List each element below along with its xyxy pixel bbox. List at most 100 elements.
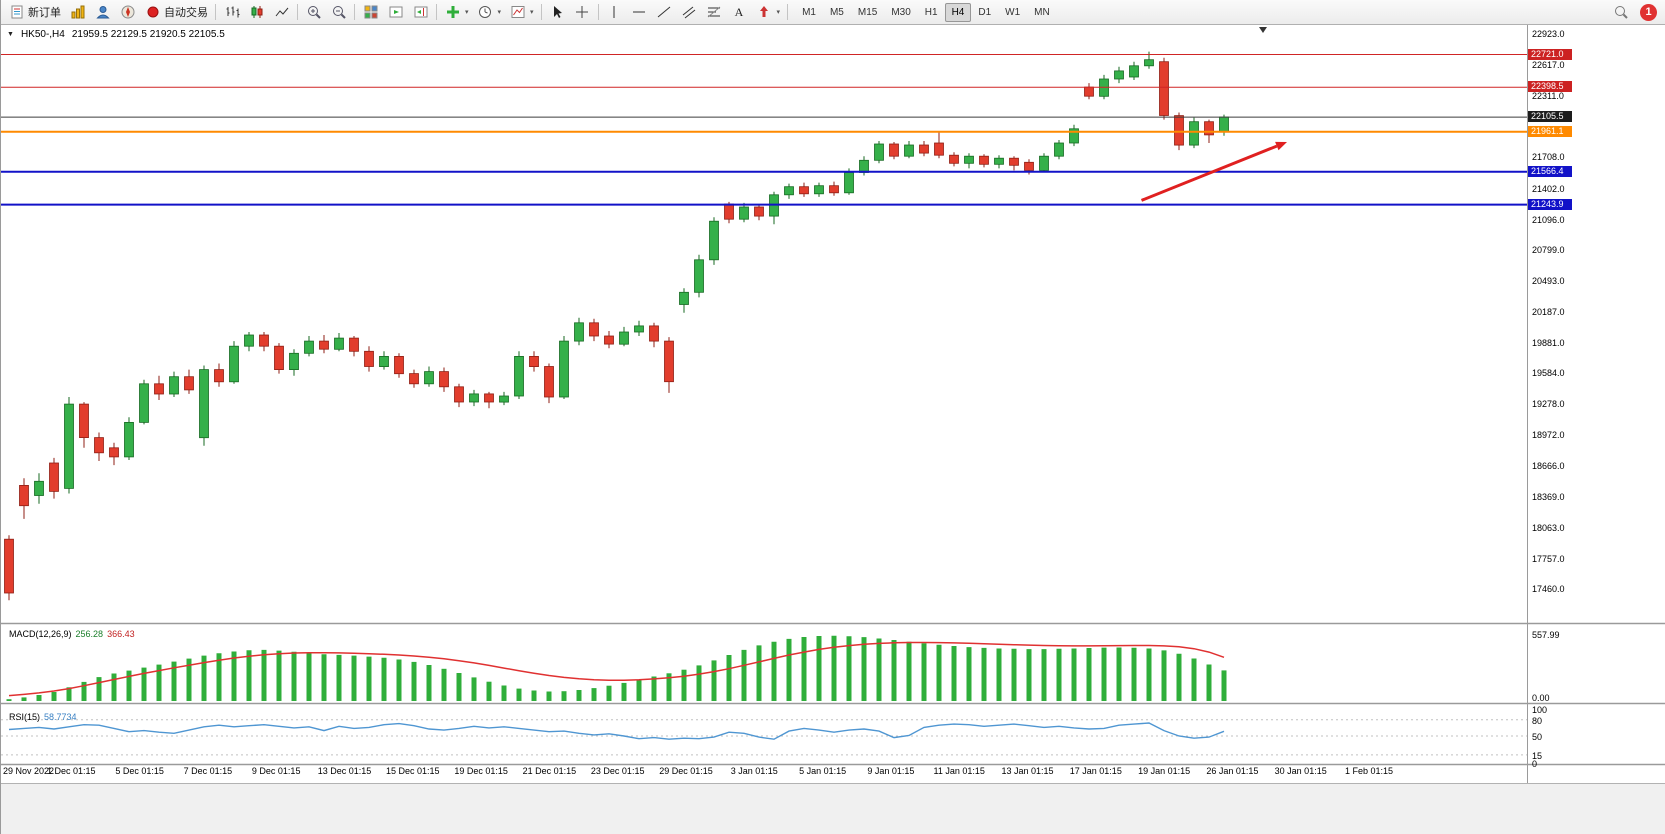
chart-area: 22923.0 22617.0 22311.0 21708.0 21402.0 21096…	[1, 25, 1665, 834]
timeframe-m15-button[interactable]: M15	[851, 3, 884, 22]
candle-body	[1009, 157, 1019, 166]
candle-body	[724, 203, 734, 220]
zoom-in-button[interactable]	[301, 2, 326, 23]
templates-button[interactable]: ▾	[505, 2, 538, 23]
date-axis-label[interactable]: 19 Dec 01:15	[454, 766, 508, 776]
zoom-out-button[interactable]	[326, 2, 351, 23]
candle-body	[1114, 70, 1124, 80]
cursor-icon	[549, 4, 566, 21]
date-axis-label[interactable]: 5 Dec 01:15	[115, 766, 164, 776]
date-axis-label[interactable]: 19 Jan 01:15	[1138, 766, 1191, 776]
chart-shift-icon	[412, 4, 429, 21]
indicators-button[interactable]: ▾	[440, 2, 473, 23]
candle-body	[94, 437, 104, 454]
periods-button[interactable]: ▾	[473, 2, 506, 23]
macd-indicator-label: MACD(12,26,9) 256.28 366.43	[9, 629, 135, 639]
zoom-out-icon	[330, 4, 347, 21]
auto-scroll-icon	[387, 4, 404, 21]
timeframe-w1-button[interactable]: W1	[998, 3, 1027, 22]
rsi-indicator-label: RSI(15) 58.7734	[9, 712, 77, 722]
horizontal-line-tool-button[interactable]	[627, 2, 652, 23]
date-axis-label[interactable]: 7 Dec 01:15	[183, 766, 233, 776]
bar-chart-button[interactable]	[219, 2, 244, 23]
timeframe-h1-button[interactable]: H1	[918, 3, 945, 22]
date-axis-label[interactable]: 29 Nov 2022	[3, 766, 55, 776]
macd-signal-line	[8, 641, 1225, 697]
navigator-button[interactable]	[115, 2, 140, 23]
price-axis-label: 18369.0	[1532, 491, 1565, 502]
date-axis-label[interactable]: 23 Dec 01:15	[590, 766, 645, 776]
date-axis-label[interactable]: 17 Jan 01:15	[1069, 766, 1122, 776]
toolbar-separator	[436, 4, 437, 20]
chart-shift-button[interactable]	[408, 2, 433, 23]
trend-arrow-line[interactable]	[1140, 144, 1278, 202]
date-axis-label[interactable]: 3 Jan 01:15	[730, 766, 778, 776]
trend-arrow-head[interactable]	[1275, 141, 1287, 151]
date-axis-label[interactable]: 21 Dec 01:15	[522, 766, 577, 776]
candle-body	[904, 144, 914, 157]
tile-windows-button[interactable]	[358, 2, 383, 23]
date-axis-label[interactable]: 26 Jan 01:15	[1206, 766, 1259, 776]
macd-axis-max-label: 557.99	[1532, 630, 1560, 641]
date-axis-label[interactable]: 13 Jan 01:15	[1001, 766, 1054, 776]
contacts-button[interactable]	[90, 2, 115, 23]
timeframe-d1-button[interactable]: D1	[971, 3, 998, 22]
market-watch-button[interactable]	[65, 2, 90, 23]
timeframe-m5-button[interactable]: M5	[823, 3, 851, 22]
date-axis-label[interactable]: 1 Dec 01:15	[47, 766, 96, 776]
notification-badge[interactable]: 1	[1640, 3, 1657, 21]
search-button[interactable]	[1608, 2, 1633, 23]
line-chart-button[interactable]	[269, 2, 294, 23]
price-axis-label: 21096.0	[1532, 214, 1565, 225]
chart-collapse-icon[interactable]: ▼	[7, 31, 14, 38]
candle-body	[574, 322, 584, 342]
candle-body	[964, 155, 974, 164]
auto-scroll-button[interactable]	[383, 2, 408, 23]
date-axis-label[interactable]: 9 Jan 01:15	[867, 766, 915, 776]
candle-body	[994, 157, 1004, 165]
date-axis-label[interactable]: 5 Jan 01:15	[799, 766, 847, 776]
new-order-button[interactable]: 新订单	[4, 2, 65, 23]
crosshair-button[interactable]	[570, 2, 595, 23]
date-axis-label[interactable]: 29 Dec 01:15	[659, 766, 713, 776]
auto-trading-label: 自动交易	[164, 7, 208, 19]
candle-body	[274, 345, 284, 371]
timeframe-h4-button[interactable]: H4	[944, 2, 972, 22]
vertical-line-tool-button[interactable]	[602, 2, 627, 23]
toolbar-separator	[354, 4, 355, 20]
chart-shift-marker[interactable]	[1259, 27, 1267, 33]
text-icon: A	[731, 4, 748, 21]
candle-body	[64, 403, 74, 489]
channel-tool-button[interactable]	[677, 2, 702, 23]
shapes-tool-button[interactable]: ▾	[752, 2, 785, 23]
date-axis-label[interactable]: 11 Jan 01:15	[933, 766, 985, 776]
candle-body	[709, 220, 719, 261]
text-tool-button[interactable]: A	[727, 2, 752, 23]
candle-body	[1219, 116, 1229, 133]
macd-signal-value: 366.43	[107, 629, 135, 639]
chart-canvas[interactable]	[1, 25, 1665, 834]
price-axis-label: 21402.0	[1532, 183, 1565, 194]
candlestick-chart-button[interactable]	[244, 2, 269, 23]
toolbar-separator	[215, 4, 216, 20]
fibonacci-tool-button[interactable]	[702, 2, 727, 23]
price-line-label: 22721.0	[1528, 48, 1572, 60]
timeframe-m30-button[interactable]: M30	[884, 3, 917, 22]
candle-body	[79, 403, 89, 439]
trendline-tool-button[interactable]	[652, 2, 677, 23]
toolbar-separator	[540, 4, 542, 20]
timeframe-m1-button[interactable]: M1	[795, 3, 823, 22]
date-axis-label[interactable]: 1 Feb 01:15	[1344, 766, 1394, 776]
date-axis-label[interactable]: 15 Dec 01:15	[386, 766, 440, 776]
candle-body	[1189, 121, 1199, 146]
candle-body	[304, 340, 314, 354]
chevron-down-icon: ▾	[776, 9, 781, 16]
auto-trading-button[interactable]: 自动交易	[140, 2, 212, 23]
cursor-button[interactable]	[545, 2, 570, 23]
timeframe-mn-button[interactable]: MN	[1027, 3, 1057, 22]
date-axis-label[interactable]: 30 Jan 01:15	[1274, 766, 1327, 776]
date-axis-label[interactable]: 9 Dec 01:15	[251, 766, 301, 776]
date-axis-label[interactable]: 13 Dec 01:15	[317, 766, 372, 776]
candle-body	[1204, 121, 1214, 136]
contacts-icon	[94, 4, 111, 21]
